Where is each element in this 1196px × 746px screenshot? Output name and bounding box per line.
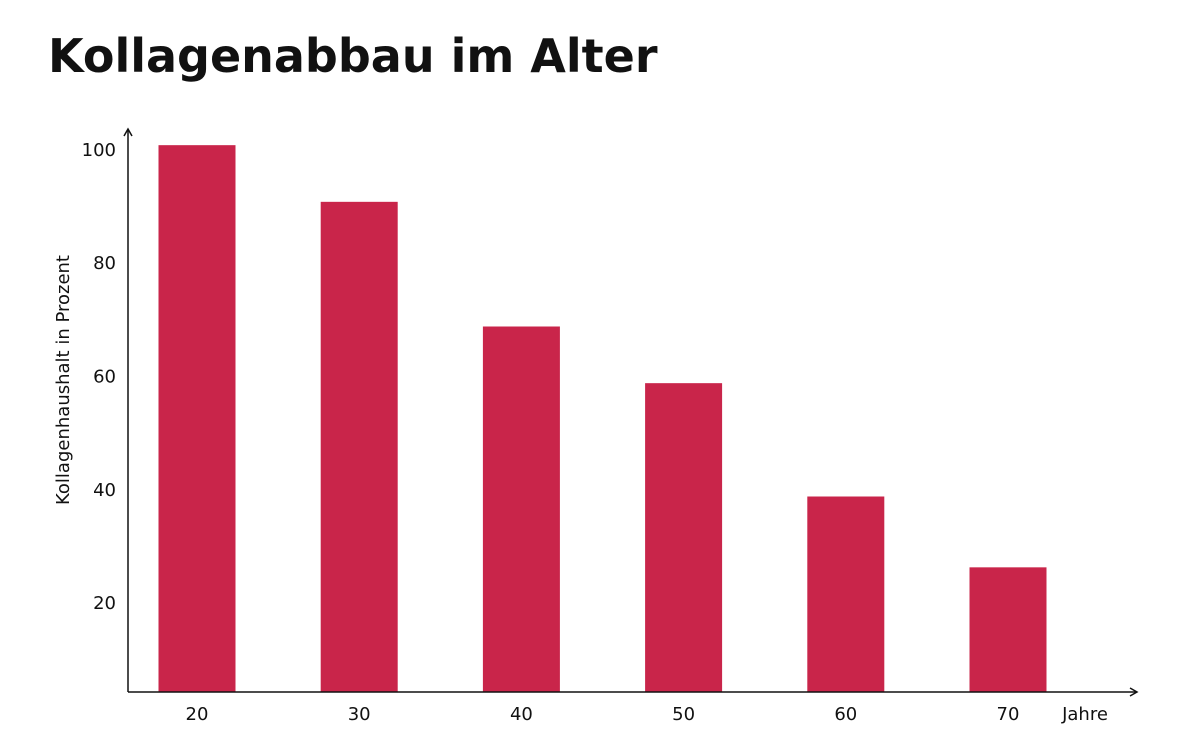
x-tick-label: 60 xyxy=(834,704,857,725)
x-tick-label: 20 xyxy=(186,704,209,725)
x-tick-label: 40 xyxy=(510,704,533,725)
y-axis-label: Kollagenhaushalt in Prozent xyxy=(53,255,74,505)
bar xyxy=(969,567,1047,692)
bar xyxy=(158,145,236,692)
y-tick-label: 60 xyxy=(93,367,116,388)
y-tick-label: 80 xyxy=(93,253,116,274)
y-axis-arrow xyxy=(123,127,133,137)
bar xyxy=(482,326,560,692)
x-axis-label: Jahre xyxy=(1061,704,1108,725)
bar xyxy=(320,201,398,693)
x-tick-label: 70 xyxy=(997,704,1020,725)
bar xyxy=(807,496,885,692)
y-tick-label: 40 xyxy=(93,480,116,501)
x-tick-label: 30 xyxy=(348,704,371,725)
y-tick-label: 100 xyxy=(82,140,116,161)
bar xyxy=(645,383,723,692)
y-tick-label: 20 xyxy=(93,593,116,614)
x-axis-arrow xyxy=(1129,687,1139,697)
x-tick-label: 50 xyxy=(672,704,695,725)
chart-title: Kollagenabbau im Alter xyxy=(48,29,658,83)
